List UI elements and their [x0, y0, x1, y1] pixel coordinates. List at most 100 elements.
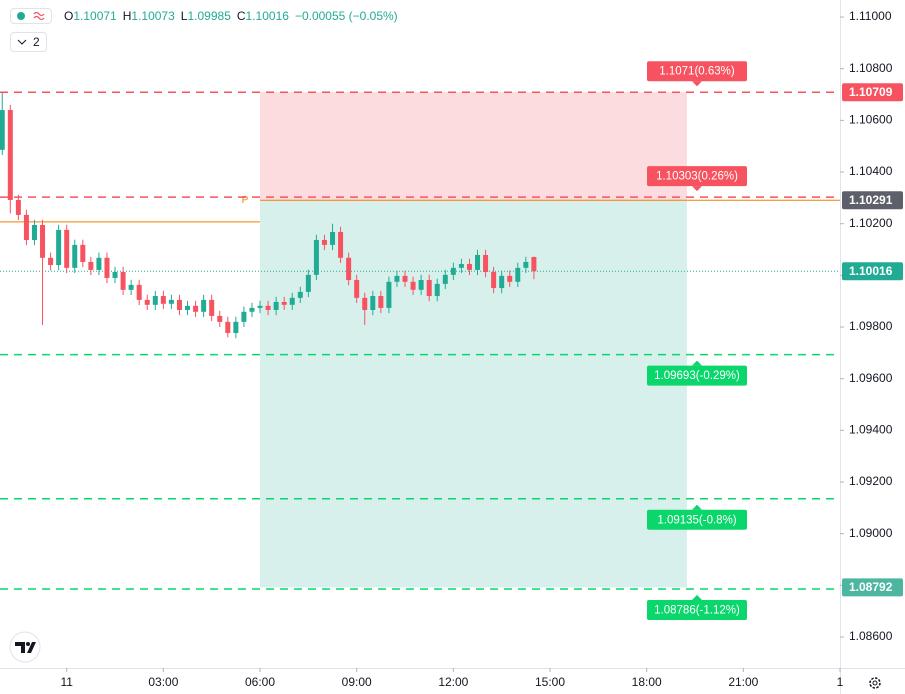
candle-body: [233, 321, 239, 333]
candle-body: [136, 284, 142, 300]
candle-body: [523, 261, 529, 268]
candle-body: [112, 272, 118, 278]
y-tick-label: 1.09600: [849, 371, 893, 385]
candle-body: [15, 199, 21, 215]
indicator-count: 2: [33, 35, 40, 49]
gear-hole: [872, 680, 878, 686]
order-label-box: [647, 599, 747, 620]
order-label-box: [647, 61, 747, 82]
x-tick-label: 1: [837, 675, 844, 689]
candle-body: [338, 231, 344, 258]
legend-header: O1.10071 H1.10073 L1.09985 C1.10016 −0.0005…: [10, 8, 404, 24]
price-badge: [842, 191, 903, 210]
candle-body: [386, 281, 392, 308]
candle-body: [305, 274, 311, 292]
price-badge: [842, 262, 903, 281]
y-tick-label: 1.09800: [849, 319, 893, 333]
y-tick-label: 1.09000: [849, 526, 893, 540]
logo-mark: [15, 642, 36, 653]
candle-body: [410, 281, 416, 290]
gear: [869, 677, 881, 689]
ohlc-value: 1.09985: [187, 9, 231, 23]
candle-body: [96, 257, 102, 270]
candle-body: [313, 239, 319, 275]
candle-body: [120, 272, 126, 290]
settings-icon[interactable]: [869, 677, 881, 689]
candle-body: [241, 311, 247, 322]
order-label-pointer: [692, 360, 702, 366]
candle-body: [531, 257, 537, 272]
order-label-box: [647, 365, 747, 386]
candle-body: [426, 280, 432, 297]
order-label-box: [647, 509, 747, 530]
candle-body: [160, 296, 166, 304]
candle-body: [40, 224, 46, 258]
y-tick-label: 1.08600: [849, 629, 893, 643]
change: −0.00055 (−0.05%): [294, 9, 398, 23]
target-zone: [260, 200, 687, 588]
price-badge: [842, 83, 903, 102]
candle-body: [346, 257, 352, 281]
candle-body: [48, 257, 54, 266]
status-dot: [17, 12, 25, 20]
x-tick-label: 06:00: [245, 675, 275, 689]
candle-body: [209, 299, 215, 316]
candle-body: [217, 315, 223, 322]
y-tick-label: 1.11000: [849, 9, 892, 23]
status-box[interactable]: [10, 8, 52, 24]
candle-body: [80, 244, 86, 262]
x-tick-label: 18:00: [632, 675, 662, 689]
order-label: 1.08786(-1.12%): [654, 604, 740, 616]
candle-body: [88, 261, 94, 270]
order-label-pointer: [692, 186, 702, 192]
candle-body: [176, 299, 182, 310]
x-tick-label: 12:00: [438, 675, 468, 689]
ohlc-key: O: [64, 9, 74, 23]
y-tick-label: 1.10800: [849, 61, 893, 75]
candle-body: [483, 254, 489, 273]
candle-body: [193, 305, 199, 312]
candle-body: [434, 283, 440, 297]
y-tick-label: 1.10200: [849, 216, 893, 230]
candle-body: [491, 272, 497, 289]
candle-body: [418, 280, 424, 290]
x-tick-label: 03:00: [148, 675, 178, 689]
candle-body: [450, 267, 456, 275]
candle-body: [144, 299, 150, 305]
candle-body: [362, 297, 368, 310]
order-label: 1.09135(-0.8%): [657, 514, 736, 526]
chevron-icon: [17, 39, 27, 45]
wave-icon: [33, 11, 45, 21]
y-tick-label: 1.09400: [849, 423, 893, 437]
y-tick-label: 1.09200: [849, 474, 893, 488]
candle-body: [402, 275, 408, 282]
ohlc-value: 1.10016: [245, 9, 289, 23]
candle-body: [330, 231, 336, 245]
ohlc-value: 1.10071: [73, 9, 117, 23]
tv-logo: [9, 631, 41, 663]
x-tick-label: 09:00: [342, 675, 372, 689]
candle-body: [475, 254, 481, 270]
price-badge: [842, 578, 903, 597]
candle-body: [370, 296, 376, 310]
candle-body: [466, 263, 472, 270]
price-badge-label: 1.10291: [849, 193, 893, 207]
ohlc-value: 1.10073: [131, 9, 175, 23]
ohlc-key: H: [122, 9, 132, 23]
candle-body: [354, 280, 360, 298]
candle-body: [23, 214, 29, 240]
candle-body: [152, 296, 158, 305]
order-label-pointer: [692, 81, 702, 87]
candle-body: [321, 239, 327, 245]
candle-body: [201, 299, 207, 312]
candle-body: [64, 229, 70, 268]
indicator-toggle[interactable]: 2: [10, 32, 47, 52]
candle-body: [515, 267, 521, 282]
price-axis-bg: [840, 0, 905, 694]
order-label: 1.10303(0.26%): [656, 171, 738, 183]
price-badge-label: 1.08792: [849, 580, 893, 594]
x-tick-label: 15:00: [535, 675, 565, 689]
